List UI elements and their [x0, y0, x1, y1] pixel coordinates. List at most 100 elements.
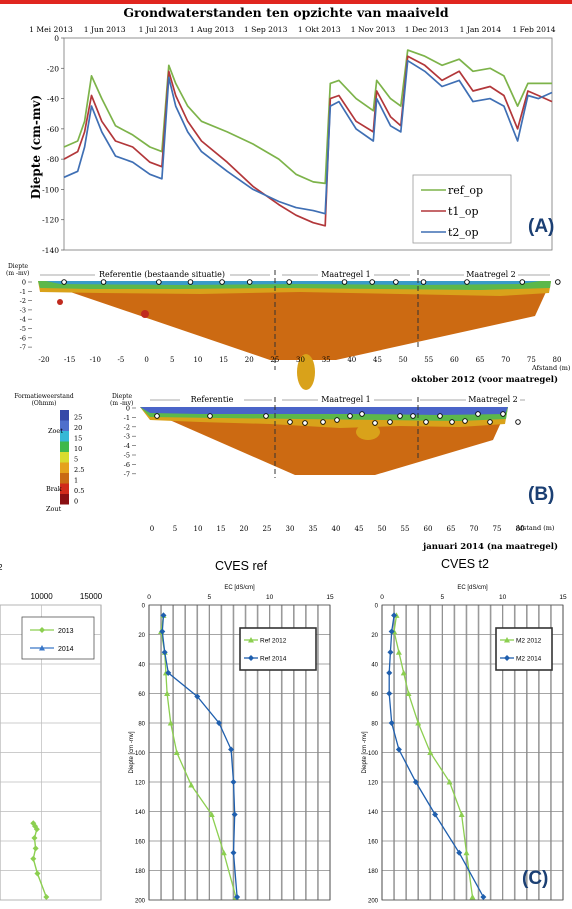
b-bottom-well-marker	[154, 413, 160, 419]
b-colorbar-value: 5	[74, 455, 78, 463]
b-bottom-wells	[154, 411, 521, 426]
c2-point-ref-2012	[167, 720, 174, 726]
b-top-y-label-line1: Diepte	[8, 263, 29, 270]
panel-a-x-tick-1-dec-2013: 1 Dec 2013	[405, 25, 449, 34]
b-top-x-tick-label: 35	[322, 356, 331, 364]
c3-legend-label-m2-2014: M2 2014	[516, 656, 542, 663]
b-bottom-x-tick-label: 25	[263, 525, 272, 533]
b-top-x-tick-label: 25	[270, 356, 279, 364]
c3-x-tick-label: 5	[441, 594, 445, 601]
c2-legend-label-ref-2014: Ref 2014	[260, 656, 287, 663]
c3-point-m2-2014	[456, 849, 463, 856]
panel-a-line-ref-op	[63, 49, 552, 185]
c2-point-ref-2014	[194, 693, 201, 700]
c1-x-tick-label: 15000	[80, 592, 103, 601]
b-bottom-well-marker	[475, 411, 481, 417]
b-top-y-tick-label: -5	[20, 325, 26, 333]
b-colorbar-value: 25	[74, 413, 82, 421]
b-top-x-tick-label: 55	[424, 356, 433, 364]
b-bottom-x-tick-label: 35	[309, 525, 318, 533]
b-top-x-tick-label: 10	[193, 356, 202, 364]
b-top-well-marker	[246, 279, 253, 285]
b-bottom-section-bg-ref	[180, 393, 244, 404]
b-colorbar: 25 20 15 10 5 2.5 1 0.5 0	[60, 410, 84, 505]
panel-a-x-tick-1-aug-2013: 1 Aug 2013	[190, 25, 234, 34]
b-top-section-bg-m1	[318, 268, 374, 279]
panel-a-y-tick-label: -100	[42, 185, 59, 194]
b-top-y-tick-label: -4	[20, 316, 26, 324]
b-bottom-well-marker	[372, 420, 378, 426]
panel-a-legend: ref_op t1_op t2_op	[412, 174, 512, 244]
panel-a-x-tick-1-nov-2013: 1 Nov 2013	[351, 25, 396, 34]
c3-point-m2-2012	[395, 649, 402, 655]
panel-a-chart: Grondwaterstanden ten opzichte van maaiv…	[29, 5, 556, 255]
c3-point-m2-2012	[400, 669, 407, 676]
c1-point-2013	[34, 870, 41, 877]
b-top-caption: oktober 2012 (voor maatregel)	[411, 374, 558, 385]
b-bottom-well-marker	[487, 419, 493, 425]
b-bottom-x-tick-label: 10	[194, 525, 203, 533]
panel-a-x-tick-1-jun-2013: 1 Jun 2013	[84, 25, 126, 34]
b-colorbar-title-1: Formatieweerstand	[14, 393, 74, 400]
b-top-section-ref: Referentie (bestaande situatie)	[99, 270, 225, 279]
b-bottom-x-label: Afstand (m)	[515, 524, 555, 532]
b-top-well-marker	[286, 279, 292, 285]
b-top-x-tick-label: 40	[347, 356, 356, 364]
b-top-well-marker	[369, 279, 375, 285]
b-bottom-y-tick-label: -7	[124, 470, 130, 478]
c3-point-m2-2012	[415, 720, 422, 726]
b-bottom-section-bg-m2	[466, 393, 520, 404]
c3-point-m2-2012	[463, 849, 470, 856]
b-bottom-well-marker	[302, 420, 308, 426]
b-top-well-marker	[519, 279, 526, 285]
b-colorbar-swatch	[60, 452, 69, 463]
b-top-y-tick-label: -3	[20, 306, 26, 314]
b-bottom-well-marker	[397, 413, 403, 419]
b-bottom-well-marker	[437, 413, 443, 419]
c1-point-2013	[30, 855, 37, 862]
b-top-x-ticks: -20 -15 -10 -5 0 5 10 15 20 25 30 35 40 45 50 55 60 65 70 7…	[38, 356, 561, 364]
c3-point-m2-2012	[405, 690, 412, 696]
c1-point-2013	[32, 845, 39, 852]
c3-y-tick-label: 0	[375, 604, 379, 610]
b-bottom-y-tick-label: -5	[124, 452, 130, 460]
b-bottom-well-marker	[410, 413, 416, 419]
c2-point-ref-2014	[230, 849, 237, 856]
panel-a-y-tick-label: -120	[42, 216, 59, 225]
b-bottom-x-tick-label: 15	[217, 525, 226, 533]
b-bottom-well-marker	[462, 418, 468, 424]
panel-c-label: (C)	[522, 868, 548, 889]
panel-a-x-tick-1-okt-2013: 1 Okt 2013	[298, 25, 341, 34]
c3-legend-box	[495, 627, 553, 671]
panel-a-title: Grondwaterstanden ten opzichte van maaiv…	[123, 5, 449, 20]
b-bottom-yellow-pocket	[356, 424, 380, 440]
panel-a-y-tick-label: -60	[47, 125, 59, 134]
c1-legend-marker	[39, 627, 45, 633]
b-bottom-x-tick-label: 45	[355, 525, 364, 533]
chart-cves-ref: 0 20 40 60 80 100 120 140 160 180 200 0 5 10 15 EC [dS/…	[129, 585, 334, 905]
b-top-red-spot	[141, 310, 149, 318]
b-bottom-y-tick-label: -2	[124, 423, 130, 431]
c3-line-m2-2014	[388, 615, 484, 898]
c2-y-tick-label: 20	[138, 633, 145, 639]
b-top-section-m1: Maatregel 1	[321, 270, 371, 279]
panel-a-y-tick-label: -20	[47, 64, 59, 73]
c3-y-tick-label: 80	[371, 722, 378, 728]
c3-point-m2-2014	[395, 746, 402, 753]
b-top-well-marker	[61, 279, 67, 285]
c3-y-tick-label: 140	[368, 810, 379, 816]
c1-legend-marker	[39, 645, 45, 651]
c2-point-ref-2014	[215, 720, 222, 726]
b-bottom-section-m1: Maatregel 1	[321, 395, 371, 404]
b-colorbar-swatch	[60, 441, 69, 452]
b-bottom-x-tick-label: 50	[378, 525, 387, 533]
b-top-x-label: Afstand (m)	[531, 364, 571, 372]
c2-point-ref-2014	[165, 669, 172, 676]
b-colorbar-value: 20	[74, 424, 82, 432]
c3-point-m2-2014	[412, 779, 419, 785]
b-top-well-marker	[156, 279, 162, 285]
c2-y-tick-label: 140	[135, 810, 146, 816]
c3-y-tick-label: 100	[368, 751, 379, 757]
b-bottom-y-tick-label: -4	[124, 442, 130, 450]
